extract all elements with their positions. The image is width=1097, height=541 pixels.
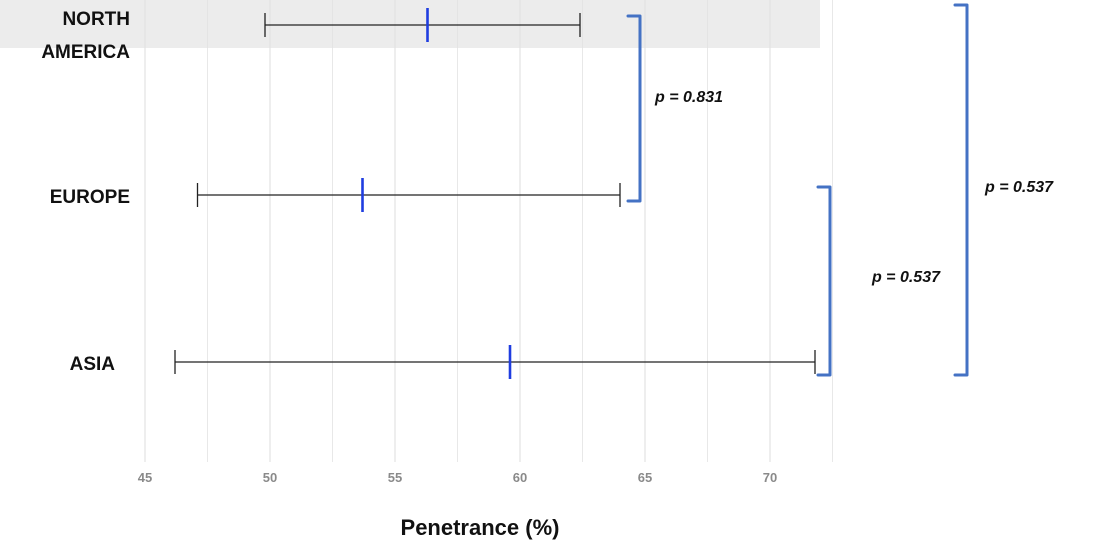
comparison-bracket: [626, 14, 642, 203]
bracket-layer: p = 0.831 p = 0.537 p = 0.537: [626, 3, 1054, 377]
comparison-bracket: [816, 185, 832, 377]
x-tick-label: 45: [138, 470, 152, 485]
header-band: [0, 0, 820, 48]
category-label: EUROPE: [50, 187, 130, 208]
x-tick-label: 55: [388, 470, 402, 485]
x-tick-label: 70: [763, 470, 777, 485]
grid-lines: [144, 0, 833, 462]
x-axis-label: Penetrance (%): [401, 515, 560, 540]
label-layer: 45 50 55 60 65 70 NORTH AMERICA EUROPE ASIA: [41, 9, 777, 485]
x-tick-label: 60: [513, 470, 527, 485]
interval-layer: [174, 8, 816, 379]
x-tick-label: 50: [263, 470, 277, 485]
x-tick-label: 65: [638, 470, 652, 485]
p-value-label: p = 0.831: [654, 89, 723, 106]
comparison-bracket: [953, 3, 969, 377]
category-label: AMERICA: [41, 42, 130, 63]
category-label: ASIA: [70, 354, 116, 375]
p-value-label: p = 0.537: [984, 179, 1054, 196]
category-label: NORTH: [62, 9, 130, 30]
p-value-label: p = 0.537: [871, 269, 941, 286]
